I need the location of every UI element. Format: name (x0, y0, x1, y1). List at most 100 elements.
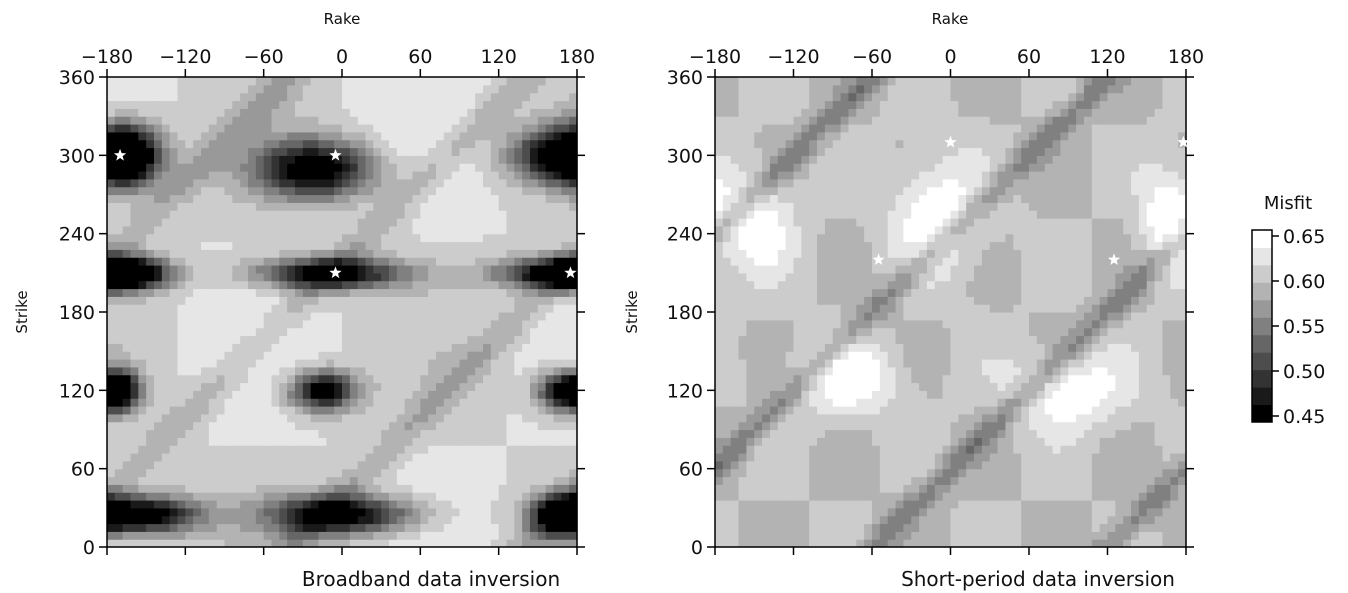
heatmap-cell (224, 288, 233, 297)
heatmap-cell (154, 453, 163, 462)
heatmap-cell (777, 374, 787, 384)
heatmap-cell (130, 476, 139, 485)
heatmap-cell (872, 194, 881, 203)
heatmap-cell (522, 445, 531, 454)
heatmap-cell (879, 108, 889, 117)
heatmap-cell (561, 280, 570, 290)
heatmap-cell (722, 500, 732, 509)
heatmap-cell (138, 116, 147, 125)
heatmap-cell (185, 233, 194, 243)
heatmap-cell (396, 327, 406, 337)
heatmap-cell (114, 84, 124, 94)
heatmap-cell (389, 531, 398, 540)
heatmap-cell (561, 351, 570, 360)
heatmap-cell (404, 265, 414, 274)
heatmap-cell (746, 335, 755, 344)
heatmap-cell (389, 335, 398, 344)
heatmap-cell (561, 359, 570, 368)
heatmap-cell (490, 147, 500, 156)
heatmap-cell (193, 272, 202, 282)
heatmap-cell (514, 186, 523, 196)
heatmap-cell (240, 116, 249, 125)
heatmap-cell (107, 155, 116, 164)
heatmap-cell (809, 468, 818, 478)
heatmap-cell (381, 249, 390, 258)
heatmap-cell (436, 202, 445, 211)
heatmap-cell (201, 155, 210, 164)
heatmap-cell (483, 445, 492, 454)
heatmap-cell (537, 288, 547, 297)
heatmap-cell (373, 319, 382, 329)
heatmap-cell (146, 186, 155, 196)
heatmap-cell (824, 225, 834, 235)
heatmap-cell (451, 500, 461, 509)
heatmap-cell (232, 327, 241, 337)
heatmap-cell (169, 77, 179, 86)
heatmap-cell (451, 233, 461, 243)
heatmap-cell (193, 445, 202, 454)
heatmap-cell (248, 194, 257, 203)
heatmap-cell (840, 374, 850, 384)
heatmap-cell (365, 500, 374, 509)
heatmap-cell (459, 476, 468, 485)
heatmap-cell (208, 131, 218, 141)
heatmap-cell (161, 507, 171, 517)
heatmap-cell (428, 116, 437, 125)
heatmap-cell (436, 460, 445, 470)
heatmap-cell (530, 178, 539, 188)
heatmap-cell (310, 460, 320, 470)
heatmap-cell (561, 296, 570, 305)
heatmap-cell (785, 77, 795, 86)
heatmap-cell (530, 359, 539, 368)
heatmap-cell (754, 531, 763, 540)
heatmap-cell (872, 539, 881, 548)
heatmap-cell (879, 398, 889, 407)
heatmap-cell (122, 359, 132, 368)
heatmap-cell (443, 288, 453, 297)
heatmap-cell (349, 194, 359, 203)
heatmap-cell (255, 327, 265, 337)
heatmap-cell (287, 225, 296, 235)
heatmap-cell (114, 202, 124, 211)
heatmap-cell (114, 171, 124, 180)
heatmap-cell (715, 210, 724, 219)
heatmap-cell (146, 218, 155, 227)
heatmap-cell (545, 233, 555, 243)
heatmap-cell (365, 233, 374, 243)
heatmap-cell (856, 453, 865, 462)
heatmap-cell (530, 296, 539, 305)
heatmap-cell (498, 382, 508, 391)
heatmap-cell (451, 77, 461, 86)
heatmap-cell (216, 413, 226, 423)
heatmap-cell (349, 257, 359, 266)
heatmap-cell (302, 92, 312, 102)
heatmap-cell (271, 296, 280, 305)
heatmap-cell (436, 351, 445, 360)
heatmap-cell (412, 437, 421, 446)
heatmap-cell (722, 84, 732, 94)
heatmap-cell (514, 484, 523, 493)
heatmap-cell (738, 382, 747, 391)
heatmap-cell (754, 163, 763, 172)
heatmap-cell (177, 476, 186, 485)
heatmap-cell (840, 406, 850, 415)
heatmap-cell (769, 304, 779, 313)
heatmap-cell (287, 413, 296, 423)
heatmap-cell (185, 312, 194, 321)
heatmap-cell (318, 319, 327, 329)
heatmap-cell (349, 437, 359, 446)
heatmap-cell (255, 374, 265, 384)
heatmap-cell (561, 460, 570, 470)
heatmap-cell (475, 194, 484, 203)
heatmap-cell (279, 280, 288, 290)
heatmap-cell (248, 515, 257, 525)
heatmap-cell (334, 500, 343, 509)
heatmap-cell (248, 304, 257, 313)
heatmap-cell (334, 92, 343, 102)
heatmap-cell (373, 155, 382, 164)
heatmap-cell (130, 155, 139, 164)
heatmap-cell (389, 460, 398, 470)
heatmap-cell (107, 147, 116, 156)
heatmap-cell (263, 453, 273, 462)
heatmap-cell (389, 163, 398, 172)
